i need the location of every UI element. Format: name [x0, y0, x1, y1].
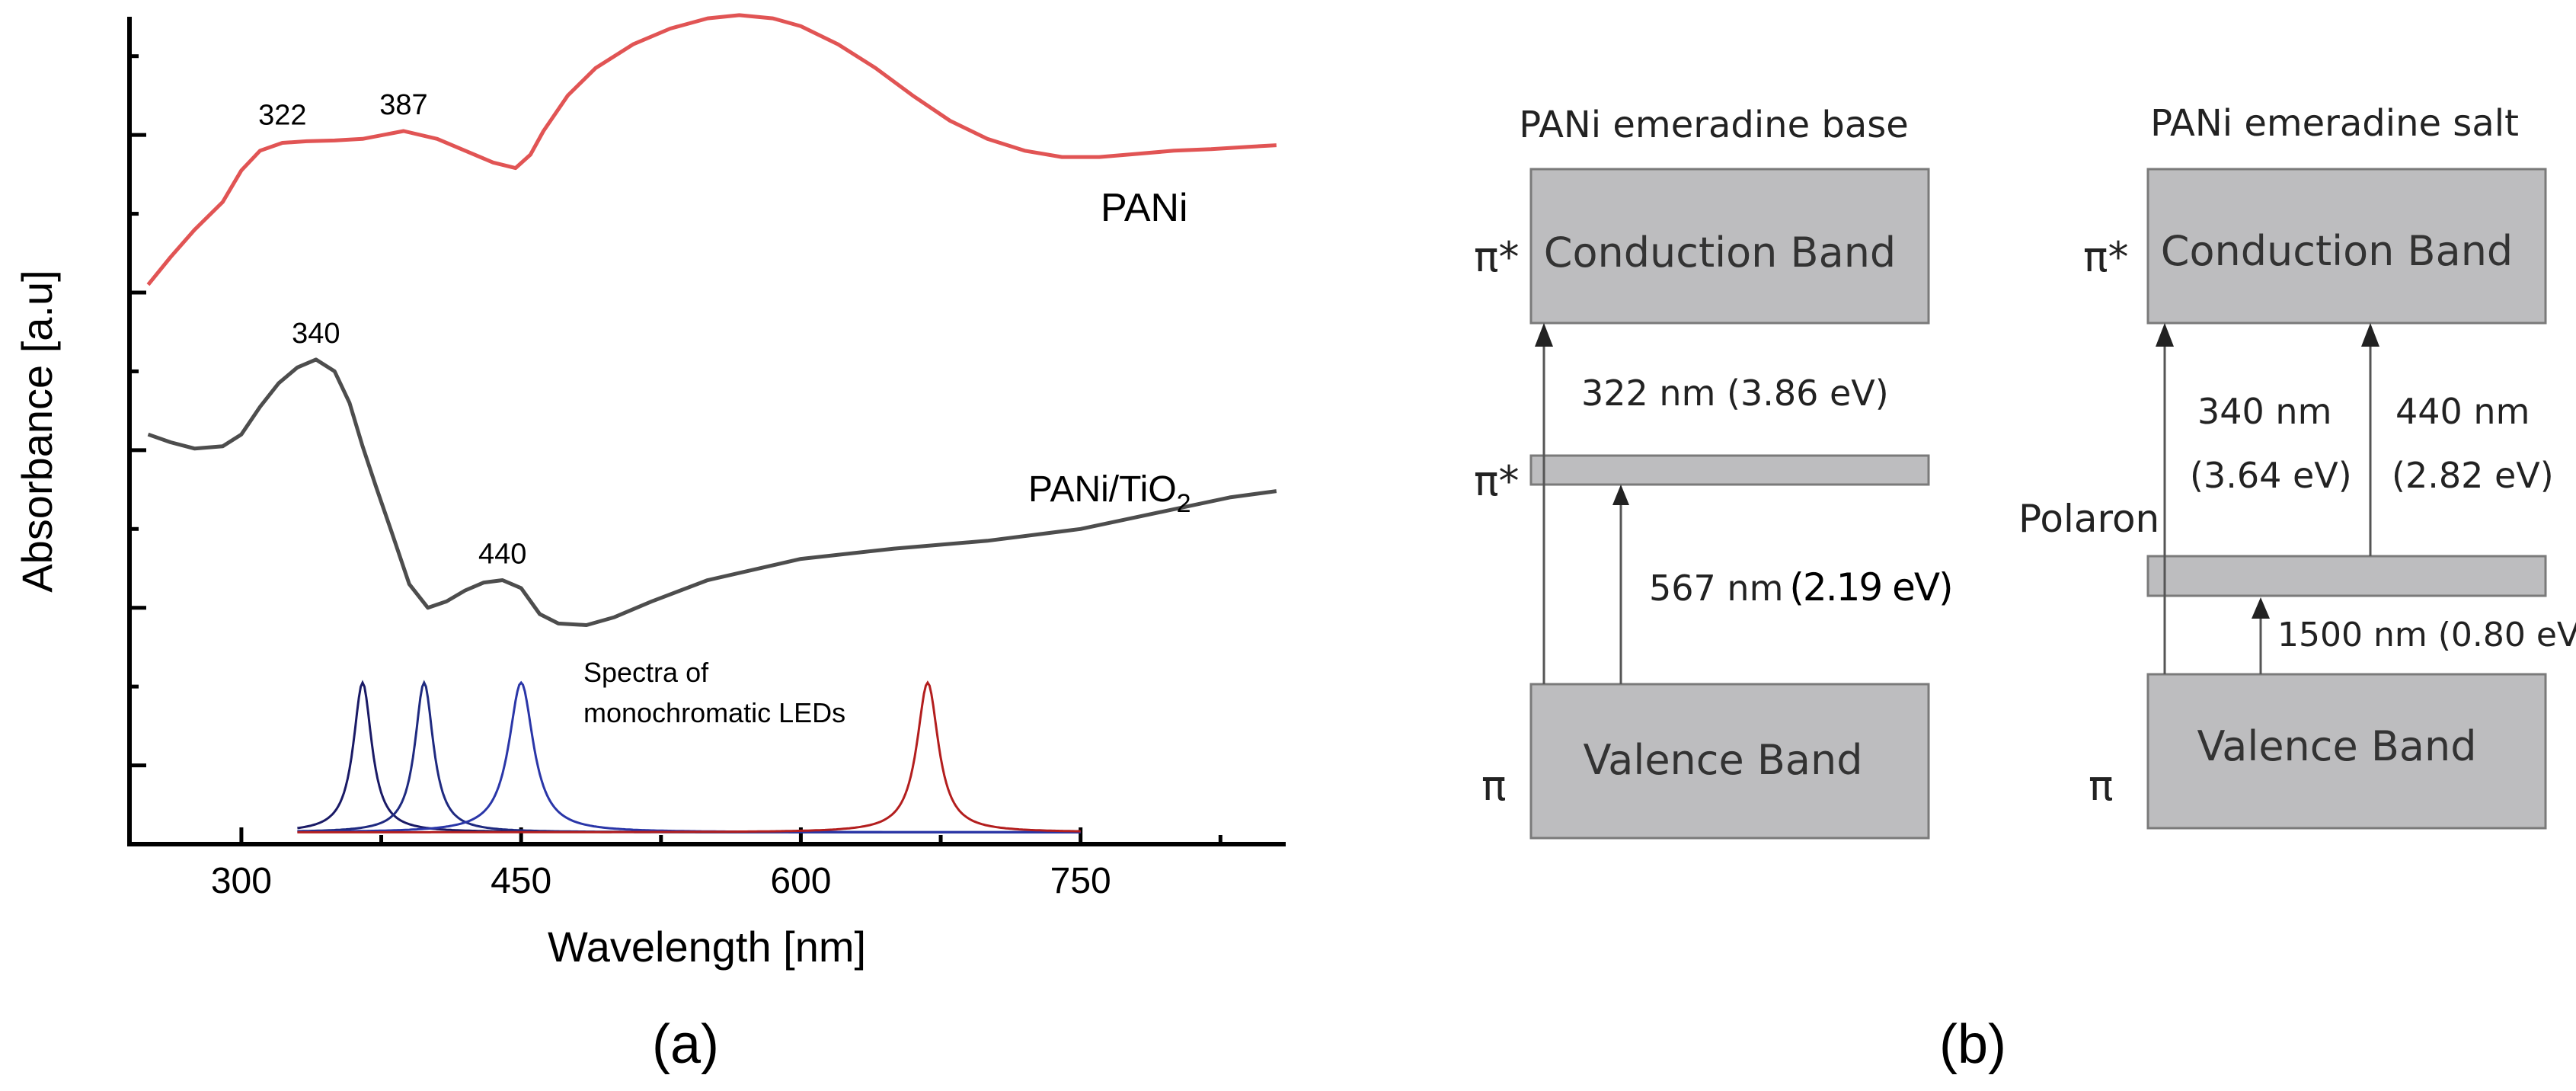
base-conduction-band-label: Conduction Band [1544, 229, 1896, 277]
x-tick-label: 600 [770, 861, 831, 901]
x-tick-label: 450 [491, 861, 551, 901]
salt-transition-2-energy: (2.82 eV) [2392, 455, 2554, 496]
salt-pi-label: π [2089, 762, 2114, 810]
x-tick-label: 750 [1050, 861, 1111, 901]
base-valence-band-box [1529, 683, 1930, 840]
x-tick-label: 300 [211, 861, 272, 901]
base-pi-label: π [1481, 762, 1507, 810]
base-transition-2-value: 567 nm [1649, 568, 1783, 609]
series-group [146, 13, 1277, 627]
panel-b-diagram: PANi emeradine base Conduction Band Vale… [1474, 102, 2576, 1075]
peak-label: 322 [258, 99, 306, 131]
salt-transition-1-value: 340 nm [2197, 391, 2332, 432]
panel-a-label: (a) [652, 1014, 719, 1075]
base-pi-star-mid-label: π* [1474, 457, 1520, 505]
salt-arrow-1-head [2156, 323, 2174, 347]
salt-polaron-label: Polaron [2018, 497, 2159, 541]
base-valence-band-label: Valence Band [1583, 736, 1862, 784]
base-conduction-band-box [1529, 168, 1930, 325]
peak-label: 567 [715, 0, 763, 5]
chart-axes [127, 17, 1286, 846]
salt-transition-1-energy: (3.64 eV) [2190, 455, 2352, 496]
series-line-pani [146, 13, 1277, 286]
led-label-line1: Spectra of [583, 657, 709, 688]
emeradine-base-diagram: PANi emeradine base Conduction Band Vale… [1474, 104, 1954, 840]
led-spectra-group [297, 680, 1081, 833]
salt-valence-band-box [2146, 673, 2547, 830]
base-transition-1-label: 322 nm (3.86 eV) [1581, 373, 1889, 414]
y-ticks [129, 54, 146, 768]
salt-arrow-2-head [2361, 323, 2379, 347]
series-line-pani-tio2 [147, 357, 1277, 627]
series-label-pani-tio2: PANi/TiO2 [1028, 469, 1191, 518]
peak-labels: 322 387 567 340 440 [258, 0, 763, 571]
led-spectrum-4 [297, 680, 1081, 833]
peak-label: 387 [379, 89, 427, 121]
led-label-line2: monochromatic LEDs [583, 697, 845, 728]
base-pi-star-top-label: π* [1474, 233, 1520, 281]
salt-valence-band-label: Valence Band [2197, 722, 2476, 770]
salt-transition-3-label: 1500 nm (0.80 eV) [2277, 616, 2576, 654]
salt-title: PANi emeradine salt [2150, 102, 2519, 145]
salt-arrow-3-head [2252, 597, 2270, 619]
salt-transition-2-value: 440 nm [2395, 391, 2530, 432]
base-title: PANi emeradine base [1519, 104, 1909, 146]
salt-conduction-band-box [2146, 168, 2547, 325]
x-axis-label: Wavelength [nm] [548, 923, 866, 971]
base-arrow-1-head [1535, 323, 1553, 347]
peak-label: 340 [292, 318, 340, 350]
panel-b-label: (b) [1939, 1014, 2006, 1075]
salt-polaron-level-box [2146, 555, 2547, 597]
base-transition-2-label: 567 nm (2.19 eV) [1649, 565, 1952, 609]
panel-a-chart: 300 450 600 750 322 387 567 340 440 PANi PANi/T… [13, 0, 1286, 1075]
base-transition-2-energy: (2.19 eV) [1789, 565, 1951, 609]
salt-conduction-band-label: Conduction Band [2161, 227, 2513, 275]
peak-label: 440 [478, 539, 526, 571]
base-pi-star-level-box [1529, 454, 1930, 486]
series-label-pani: PANi [1101, 186, 1188, 230]
salt-pi-star-label: π* [2083, 233, 2129, 281]
series-label-pani-tio2-sub: 2 [1177, 489, 1191, 518]
y-axis-label: Absorbance [a.u] [13, 270, 61, 592]
base-arrow-2-head [1612, 485, 1629, 505]
x-ticks: 300 450 600 750 [211, 827, 1222, 901]
emeradine-salt-diagram: PANi emeradine salt Conduction Band Vale… [2018, 102, 2576, 830]
series-label-pani-tio2-main: PANi/TiO [1028, 469, 1177, 510]
